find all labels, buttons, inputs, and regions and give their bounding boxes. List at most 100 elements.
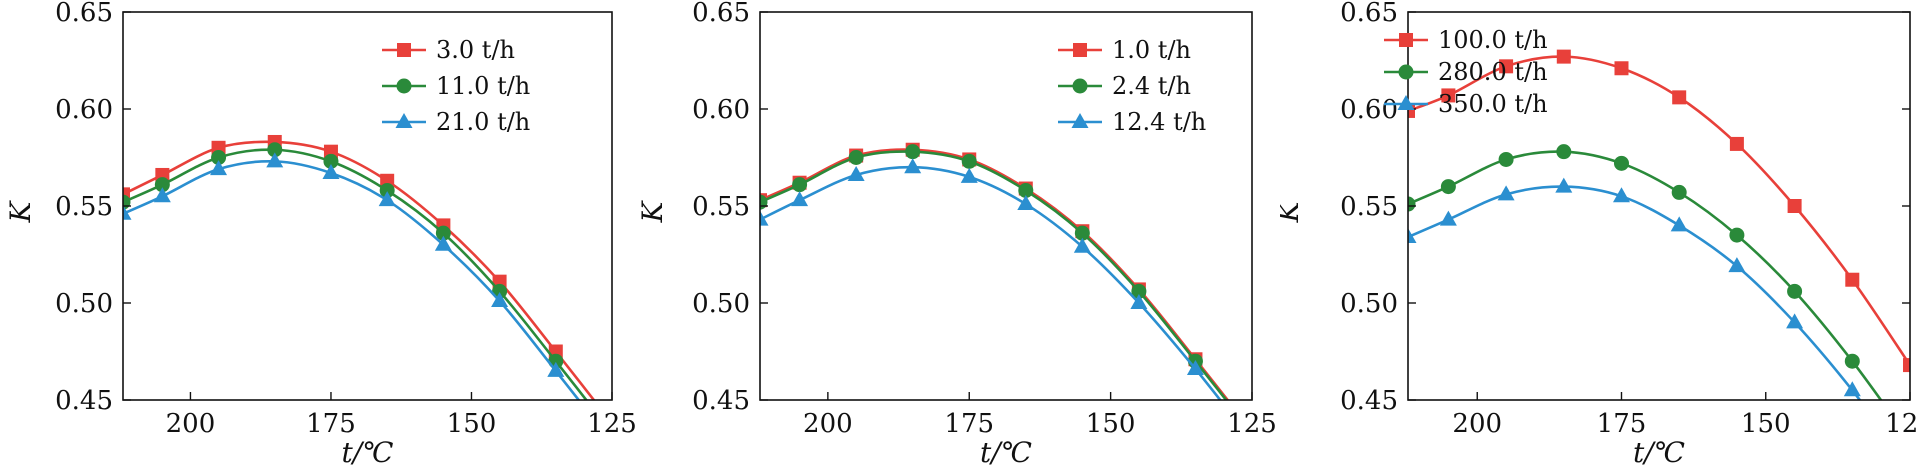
x-tick-label: 125 [1227,409,1277,439]
legend-marker-3 [1397,95,1415,110]
y-tick-label: 0.50 [692,289,750,319]
series-2-point-4 [905,144,921,160]
legend-label-2: 2.4 t/h [1112,72,1191,100]
series-3-point-2 [153,187,171,203]
series-3-point-1 [1408,228,1417,244]
chart-panel-3: 0.45 0.50 0.55 0.60 0.65 200 175 150 125 t/℃ K 100.… [1280,0,1917,468]
y-tick-label: 0.60 [692,95,750,125]
series-2-point-5 [1613,155,1629,171]
x-axis-title: t/℃ [341,436,393,468]
series-2-point-2 [154,177,170,193]
x-tick-label: 175 [1597,409,1647,439]
y-tick-label: 0.50 [1340,289,1398,319]
series-3-point-9 [1843,381,1861,397]
series-3-point-4 [266,152,284,168]
y-tick-label: 0.65 [692,0,750,28]
series-3-point-5 [960,167,978,183]
legend-label-2: 280.0 t/h [1438,58,1548,86]
chart-panel-2: 0.45 0.50 0.55 0.60 0.65 200 175 150 125 t/℃ K 1.0 … [640,0,1277,468]
x-tick-label: 200 [166,409,216,439]
series-3-point-7 [1073,237,1091,253]
series-2-point-5 [961,153,977,169]
series-3-point-8 [491,292,509,308]
legend-label-3: 350.0 t/h [1438,90,1548,118]
y-tick-label: 0.65 [1340,0,1398,28]
x-axis-title: t/℃ [1633,436,1685,468]
series-2-point-6 [1018,182,1034,198]
legend: 1.0 t/h 2.4 t/h 12.4 t/h [1058,36,1206,136]
series-2-point-2 [1440,179,1456,195]
series-3-point-1 [760,210,769,226]
series-2-point-8 [1131,283,1147,299]
x-tick-label: 175 [306,409,356,439]
y-tick-label: 0.45 [55,386,113,416]
series-1-point-7 [1729,136,1744,151]
series-2-point-3 [848,150,864,165]
legend-marker-2 [396,78,412,94]
series-line-3 [1408,185,1862,400]
series-3-point-8 [1130,294,1148,309]
series-2-point-9 [1844,353,1860,369]
series-2-point-3 [211,150,227,165]
y-tick-label: 0.60 [55,95,113,125]
legend: 3.0 t/h 11.0 t/h 21.0 t/h [382,36,530,136]
y-axis-title: K [640,199,669,223]
legend-label-2: 11.0 t/h [436,72,530,100]
series-1-point-6 [1672,90,1687,105]
series-3-point-5 [1612,187,1630,203]
legend-label-3: 12.4 t/h [1112,108,1206,136]
x-tick-label: 125 [587,409,637,439]
series-3-point-6 [1670,216,1688,232]
legend-label-1: 3.0 t/h [436,36,515,64]
y-tick-label: 0.55 [692,192,750,222]
legend-marker-2 [1398,64,1414,80]
y-axis-title: K [1280,199,1305,223]
series-2-point-7 [1074,225,1090,241]
series-3-point-6 [378,191,396,207]
series-2-point-4 [1556,144,1572,160]
series-3-point-7 [434,235,452,251]
series-3-point-9 [1186,359,1204,375]
x-tick-label: 200 [803,409,853,439]
series-2-point-8 [1787,283,1803,299]
series-1-point-3 [1499,59,1514,74]
series-1-point-5 [1614,61,1629,76]
series-2-point-6 [1671,184,1687,200]
series-3-point-9 [547,361,565,377]
series-2-point-7 [435,225,451,241]
series-2-point-1 [1408,196,1416,212]
series-1-point-1 [1408,103,1415,118]
series-3-point-5 [322,164,340,180]
y-tick-label: 0.45 [692,386,750,416]
series-2-point-7 [1729,227,1745,243]
x-tick-label: 150 [1086,409,1136,439]
series-3-point-1 [123,204,132,220]
series-3-point-7 [1728,257,1746,273]
series-3-point-4 [1555,177,1573,193]
x-tick-label: 200 [1452,409,1502,439]
legend: 100.0 t/h 280.0 t/h 350.0 t/h [1384,26,1548,118]
legend-label-1: 1.0 t/h [1112,36,1191,64]
series-line-2 [123,148,588,400]
series-3-point-2 [791,191,809,207]
series-1-point-4 [1556,49,1571,64]
legend-marker-2 [1072,78,1088,94]
x-tick-label: 125 [1885,409,1917,439]
chart-panel-1: 0.45 0.50 0.55 0.60 0.65 200 175 150 125 t/℃ K 3.0 … [4,0,637,468]
series-line-1 [123,140,596,400]
plot-frame [122,11,613,401]
series-3-point-3 [210,160,228,176]
legend-marker-3 [395,113,413,128]
series-1-point-2 [1441,88,1456,103]
series-line-2 [1408,150,1883,400]
series-1-point-1 [123,187,130,202]
series-3-point-6 [1017,195,1035,211]
y-tick-label: 0.55 [1340,192,1398,222]
series-2-point-4 [267,142,283,158]
legend-marker-1 [1399,33,1413,47]
series-1-point-10 [1903,358,1910,373]
x-axis-title: t/℃ [980,436,1032,468]
series-3-point-8 [1786,313,1804,329]
legend-marker-1 [1073,43,1087,57]
legend-label-3: 21.0 t/h [436,108,530,136]
